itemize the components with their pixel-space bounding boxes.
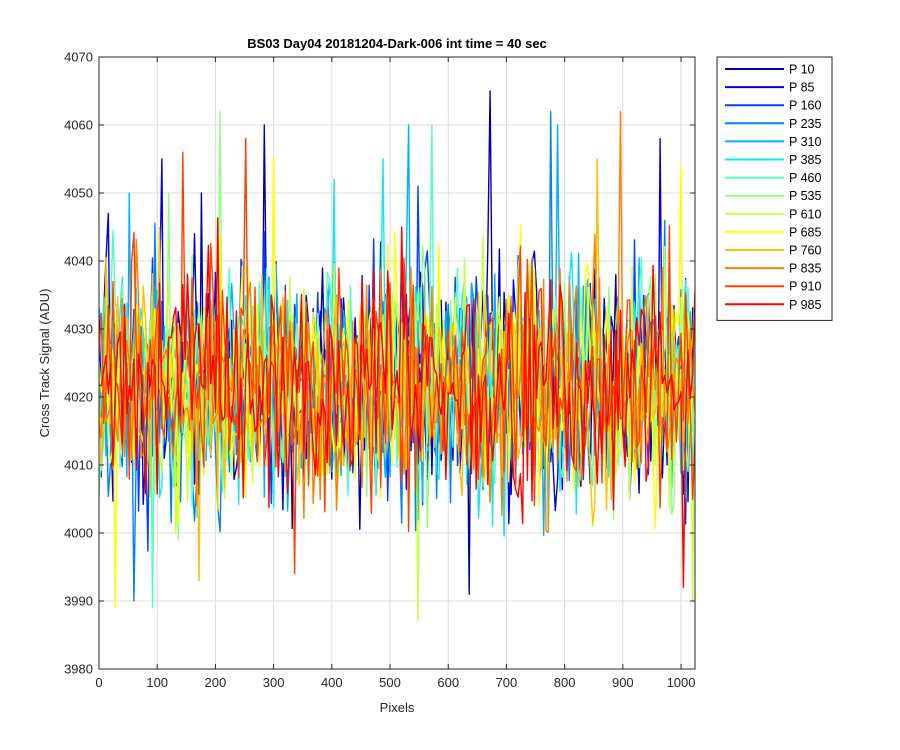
x-tick-label: 900 bbox=[612, 675, 634, 690]
legend-label: P 610 bbox=[789, 207, 821, 221]
series-line-p-835 bbox=[99, 110, 695, 534]
x-tick-label: 600 bbox=[437, 675, 459, 690]
x-tick-label: 300 bbox=[263, 675, 285, 690]
y-tick-label: 4040 bbox=[64, 254, 93, 269]
y-tick-label: 3990 bbox=[64, 594, 93, 609]
legend-box bbox=[716, 56, 833, 321]
legend-label: P 685 bbox=[789, 225, 821, 239]
legend-label: P 985 bbox=[789, 298, 821, 312]
x-tick-label: 500 bbox=[379, 675, 401, 690]
y-tick-label: 4000 bbox=[64, 526, 93, 541]
series-line-p-760 bbox=[99, 158, 695, 582]
legend-label: P 460 bbox=[789, 171, 821, 185]
plot-area-box bbox=[98, 56, 696, 670]
x-tick-label: 100 bbox=[146, 675, 168, 690]
legend-label: P 835 bbox=[789, 262, 821, 276]
legend: P 10 P 85 P 160 P 235 P 310 P 385 P 460 P 535 P … bbox=[716, 56, 833, 321]
x-tick-label: 400 bbox=[321, 675, 343, 690]
legend-label: P 10 bbox=[789, 63, 815, 77]
legend-label: P 235 bbox=[789, 117, 821, 131]
x-tick-label: 700 bbox=[496, 675, 518, 690]
legend-label: P 385 bbox=[789, 153, 821, 167]
legend-label: P 535 bbox=[789, 189, 821, 203]
y-tick-label: 3980 bbox=[64, 662, 93, 677]
x-axis-label: Pixels bbox=[380, 700, 415, 715]
y-tick-label: 4060 bbox=[64, 118, 93, 133]
x-tick-label: 1000 bbox=[667, 675, 696, 690]
legend-label: P 760 bbox=[789, 244, 821, 258]
legend-label: P 310 bbox=[789, 135, 821, 149]
legend-label: P 910 bbox=[789, 280, 821, 294]
y-axis-label: Cross Track Signal (ADU) bbox=[37, 289, 52, 438]
x-tick-label: 0 bbox=[95, 675, 102, 690]
axis-ticks: 0 100 200 300 400 500 600 700 800 900 1000 3980 3990… bbox=[64, 50, 695, 691]
legend-label: P 160 bbox=[789, 99, 821, 113]
series-lines bbox=[99, 90, 695, 623]
x-tick-label: 800 bbox=[554, 675, 576, 690]
x-tick-label: 200 bbox=[205, 675, 227, 690]
y-tick-label: 4050 bbox=[64, 186, 93, 201]
y-tick-label: 4070 bbox=[64, 50, 93, 65]
legend-label: P 85 bbox=[789, 81, 815, 95]
y-tick-label: 4020 bbox=[64, 390, 93, 405]
series-line-p-985 bbox=[99, 217, 695, 589]
y-tick-label: 4030 bbox=[64, 322, 93, 337]
chart-title: BS03 Day04 20181204-Dark-006 int time = … bbox=[247, 36, 547, 51]
y-tick-label: 4010 bbox=[64, 458, 93, 473]
